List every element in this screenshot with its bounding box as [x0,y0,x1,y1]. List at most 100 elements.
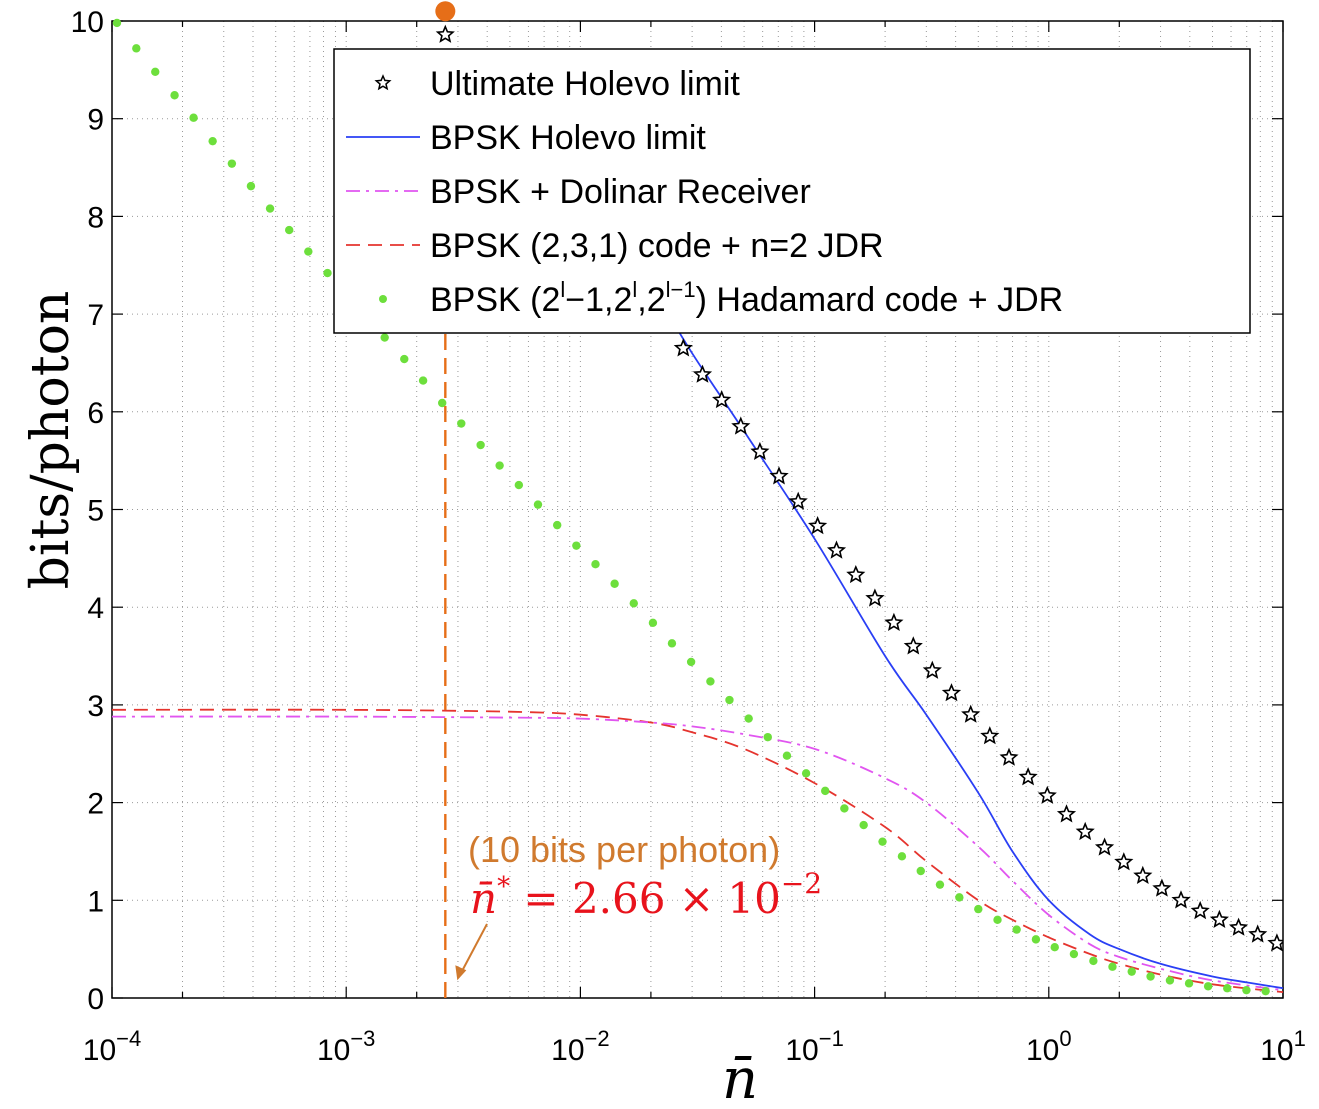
data-point-star [1075,821,1095,841]
legend-text-part: BPSK (2 [430,281,560,319]
data-point-star [1094,837,1115,856]
data-point-dot [265,204,275,213]
data-point-star [1171,890,1191,909]
data-point-star [1209,909,1229,929]
data-point-star [961,704,981,723]
data-point-dot [782,751,792,760]
data-point-dot [1031,935,1041,944]
data-point-star [1114,852,1134,871]
data-point-dot [285,225,294,235]
legend: Ultimate Holevo limit BPSK Holevo limit BP… [333,48,1251,334]
y-tick-label: 5 [87,495,104,528]
y-tick-label: 2 [87,788,104,821]
data-point-star [731,416,751,435]
data-point-dot [380,333,389,342]
data-point-dot [170,91,179,100]
data-point-star [1018,767,1038,786]
data-point-star [1133,865,1153,884]
x-tick-base: 10 [1026,1034,1059,1067]
x-tick-exponent: −3 [350,1026,375,1051]
y-tick-label: 8 [87,201,104,234]
data-point-star [692,364,713,383]
nstar-symbol: n̄ [470,874,497,923]
data-point-dot [1050,942,1059,952]
data-point-dot [878,837,887,846]
data-point-dot [208,136,217,146]
data-point-dot [572,541,581,550]
y-tick-label: 7 [87,299,104,332]
data-point-dot [552,520,562,530]
legend-entry-label: BPSK (2l−1,2l,2l−1) Hadamard code + JDR [430,277,1063,319]
data-point-dot [457,419,466,428]
data-point-dot [974,904,983,914]
data-point-star [1152,878,1172,897]
data-point-star [941,683,962,702]
x-tick-exponent: 0 [1059,1026,1071,1051]
data-point-star [1228,917,1249,936]
data-point-dot [667,639,677,648]
data-point-dot [1242,985,1251,995]
x-tick-label: 10−2 [551,1026,609,1067]
data-point-dot [1165,976,1175,985]
data-point-dot [935,880,945,889]
data-point-dot [610,579,619,588]
data-point-dot [400,354,409,364]
legend-swatch-dot [379,295,387,303]
data-point-dot [763,732,772,742]
data-point-dot [1146,972,1155,981]
annotation-layer: (10 bits per photon)n̄* = 2.66 × 10−2 [435,1,822,998]
data-point-dot [246,181,256,191]
data-point-dot [725,695,734,705]
data-point-star [808,515,828,535]
data-point-dot [1069,949,1079,959]
data-point-dot [514,480,524,490]
data-point-dot [1223,984,1232,993]
data-point-star [980,726,1000,745]
data-point-dot [1127,967,1136,976]
legend-text-part: ) Hadamard code + JDR [696,281,1064,319]
series-layer [112,18,1283,996]
data-point-dot [993,915,1002,925]
series-line-bpsk-holevo-limit [650,284,1283,990]
x-tick-base: 10 [785,1034,818,1067]
data-point-dot [648,618,658,628]
legend-text-part: −1,2 [565,281,632,319]
data-point-star [673,338,693,357]
data-point-dot [438,398,447,408]
series-line-bpsk-dolinar-receiver [112,715,1283,992]
x-tick-label: 10−1 [785,1026,843,1067]
data-point-star [788,491,808,510]
data-point-star [435,24,455,43]
nstar-value: = 2.66 × 10 [510,874,781,923]
x-tick-exponent: 1 [1294,1026,1306,1051]
annotation-label-nstar: n̄* = 2.66 × 10−2 [470,867,822,923]
legend-entry-label: BPSK Holevo limit [430,119,706,157]
y-axis-label: bits/photon [21,291,81,590]
data-point-dot [227,159,237,168]
y-tick-label: 3 [87,690,104,723]
data-point-dot [476,440,485,450]
data-point-dot [744,714,753,723]
data-point-star [999,747,1019,766]
data-point-dot [1261,986,1270,996]
x-tick-base: 10 [1260,1034,1293,1067]
data-point-dot [706,677,715,686]
data-point-star [712,390,732,409]
x-tick-label: 10−4 [83,1026,141,1067]
data-point-star [903,636,923,655]
data-point-star [1248,924,1268,943]
data-point-dot [629,599,638,608]
annotation-label-bits-per-photon: (10 bits per photon) [468,829,780,870]
legend-entry-label: Ultimate Holevo limit [430,65,740,103]
data-point-star [826,540,847,559]
data-point-dot [112,18,122,28]
data-point-dot [1108,962,1117,971]
data-point-dot [686,657,696,667]
x-tick-label: 101 [1260,1026,1306,1067]
legend-superscript: l−1 [666,277,696,302]
y-tick-label: 4 [87,592,104,625]
data-point-dot [495,461,504,470]
data-point-star [1267,933,1283,952]
data-point-dot [132,44,141,53]
